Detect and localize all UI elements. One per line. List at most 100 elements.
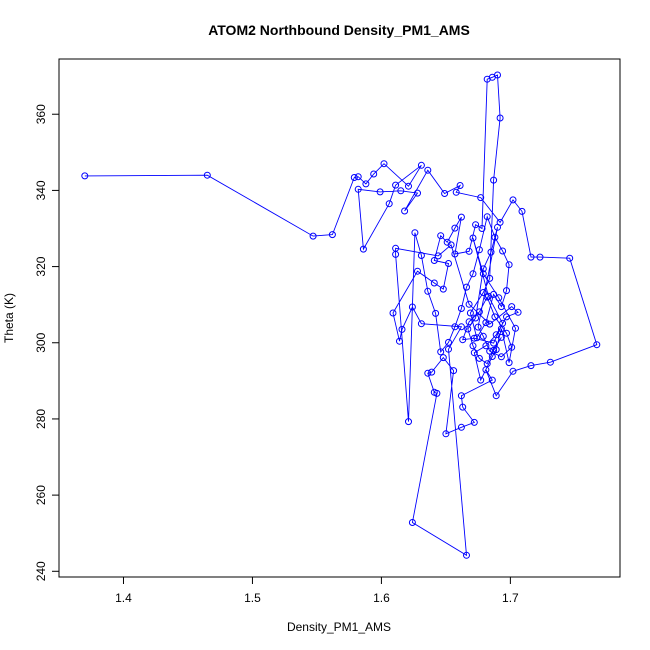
data-point [389, 309, 397, 317]
data-point [398, 325, 406, 333]
data-point [362, 180, 370, 188]
y-tick-label: 360 [34, 104, 48, 124]
y-tick-label: 240 [34, 561, 48, 581]
x-tick-label: 1.6 [373, 591, 390, 605]
data-point [405, 182, 412, 190]
data-point [472, 314, 480, 322]
data-point [392, 244, 400, 252]
data-point [424, 166, 432, 174]
data-point [456, 182, 464, 189]
data-point [450, 367, 458, 375]
y-tick-label: 340 [34, 180, 48, 200]
data-point [490, 346, 498, 354]
data-point [411, 229, 419, 237]
data-point [483, 293, 491, 301]
data-point [518, 207, 526, 215]
data-point [457, 305, 465, 312]
data-point [417, 320, 425, 328]
y-tick-label: 260 [34, 485, 48, 505]
data-point [469, 234, 477, 242]
data-point [479, 332, 487, 340]
data-point [514, 308, 522, 316]
data-point [380, 160, 388, 168]
data-point [309, 232, 317, 240]
y-axis-label: Theta (K) [2, 293, 16, 343]
y-tick-label: 280 [34, 409, 48, 429]
data-point [494, 223, 501, 231]
data-point [490, 176, 498, 184]
x-axis: 1.4 1.5 1.6 1.7 [115, 576, 519, 605]
data-point [414, 189, 421, 197]
data-point [509, 367, 517, 375]
data-point [463, 551, 470, 559]
data-point [433, 389, 441, 397]
data-point [464, 325, 472, 333]
data-point [424, 369, 432, 377]
data-point [497, 303, 505, 311]
data-point [477, 194, 485, 202]
data-point [536, 253, 544, 261]
data-point [432, 309, 440, 317]
data-point [488, 376, 496, 384]
data-point [546, 358, 554, 366]
data-point [497, 353, 505, 361]
x-tick-label: 1.7 [502, 591, 519, 605]
data-point [593, 341, 601, 349]
data-point [442, 430, 450, 438]
data-point [396, 337, 403, 345]
data-point [486, 274, 494, 282]
data-point [452, 188, 460, 196]
data-point [417, 252, 425, 259]
data-point [465, 318, 473, 326]
data-point [459, 403, 467, 411]
x-tick-label: 1.5 [244, 591, 261, 605]
data-point [359, 245, 367, 253]
data-point [475, 308, 483, 316]
data-point [451, 224, 459, 232]
data-point [479, 289, 487, 296]
data-point [447, 241, 455, 249]
data-point [482, 319, 490, 327]
data-point [424, 287, 432, 295]
data-point [475, 246, 483, 254]
data-point [508, 343, 516, 351]
data-point [499, 247, 507, 255]
data-point [457, 213, 465, 221]
data-point [401, 207, 409, 215]
data-point [505, 359, 513, 367]
data-point [469, 270, 477, 278]
data-point [492, 392, 500, 400]
data-point [483, 213, 491, 221]
data-point [451, 250, 459, 258]
data-point [350, 174, 358, 181]
data-point [470, 334, 478, 342]
data-point [469, 342, 477, 350]
data-point [408, 303, 416, 311]
data-point [465, 300, 473, 308]
data-point [437, 232, 445, 240]
data-point [417, 161, 425, 169]
data-point [397, 187, 405, 195]
data-point [439, 354, 447, 362]
data-point [463, 283, 470, 291]
data-point [495, 294, 503, 302]
data-point [512, 324, 519, 332]
x-axis-label: Density_PM1_AMS [287, 620, 391, 634]
data-point [370, 170, 378, 178]
data-point [496, 114, 504, 122]
data-point [486, 347, 494, 355]
data-point [475, 354, 483, 362]
series-line [84, 74, 598, 557]
data-point [494, 71, 501, 79]
data-point [457, 423, 465, 431]
data-point [445, 345, 452, 353]
data-point [474, 323, 482, 331]
data-point [478, 225, 486, 232]
data-point [470, 418, 478, 426]
data-point [491, 233, 499, 241]
data-point [486, 320, 494, 328]
y-tick-label: 320 [34, 256, 48, 276]
data-point [503, 287, 510, 295]
data-point [482, 342, 490, 350]
